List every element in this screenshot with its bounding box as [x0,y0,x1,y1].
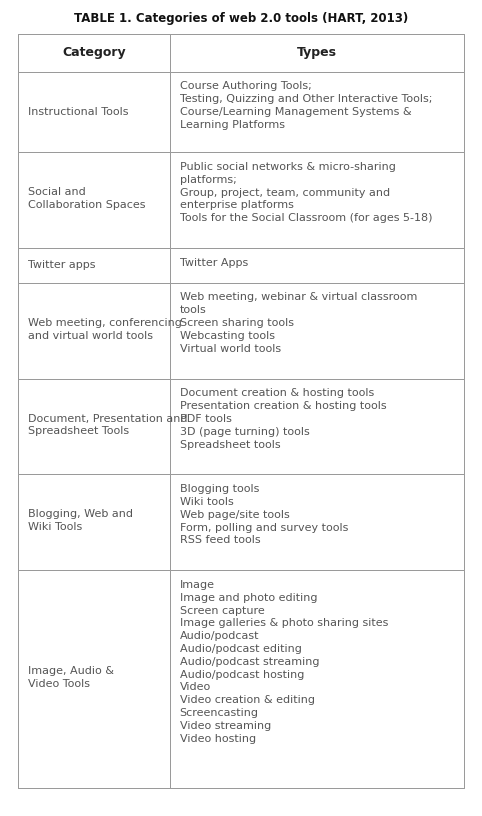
Bar [18,379,170,474]
Bar [170,283,464,379]
Text: Web meeting, webinar & virtual classroom
tools
Screen sharing tools
Webcasting t: Web meeting, webinar & virtual classroom… [180,292,417,353]
Bar [18,153,170,248]
Text: Web meeting, conferencing
and virtual world tools: Web meeting, conferencing and virtual wo… [28,317,182,340]
Bar [18,34,170,72]
Bar [170,474,464,570]
Text: Twitter apps: Twitter apps [28,260,95,270]
Text: Public social networks & micro-sharing
platforms;
Group, project, team, communit: Public social networks & micro-sharing p… [180,162,432,223]
Text: Document creation & hosting tools
Presentation creation & hosting tools
PDF tool: Document creation & hosting tools Presen… [180,388,386,450]
Text: Twitter Apps: Twitter Apps [180,258,248,268]
Bar [18,474,170,570]
Bar [170,72,464,153]
Text: TABLE 1. Categories of web 2.0 tools (HART, 2013): TABLE 1. Categories of web 2.0 tools (HA… [74,12,408,25]
Text: Blogging, Web and
Wiki Tools: Blogging, Web and Wiki Tools [28,509,133,532]
Text: Social and
Collaboration Spaces: Social and Collaboration Spaces [28,187,146,210]
Bar [170,570,464,788]
Bar [170,379,464,474]
Bar [170,34,464,72]
Bar [18,72,170,153]
Bar [170,153,464,248]
Bar [170,248,464,283]
Text: Instructional Tools: Instructional Tools [28,107,129,117]
Bar [18,570,170,788]
Text: Document, Presentation and
Spreadsheet Tools: Document, Presentation and Spreadsheet T… [28,414,187,437]
Bar [18,248,170,283]
Text: Category: Category [62,47,126,60]
Text: Blogging tools
Wiki tools
Web page/site tools
Form, polling and survey tools
RSS: Blogging tools Wiki tools Web page/site … [180,484,348,545]
Text: Course Authoring Tools;
Testing, Quizzing and Other Interactive Tools;
Course/Le: Course Authoring Tools; Testing, Quizzin… [180,82,432,130]
Text: Image
Image and photo editing
Screen capture
Image galleries & photo sharing sit: Image Image and photo editing Screen cap… [180,580,388,743]
Text: Image, Audio &
Video Tools: Image, Audio & Video Tools [28,667,114,690]
Bar [18,283,170,379]
Text: Types: Types [297,47,337,60]
